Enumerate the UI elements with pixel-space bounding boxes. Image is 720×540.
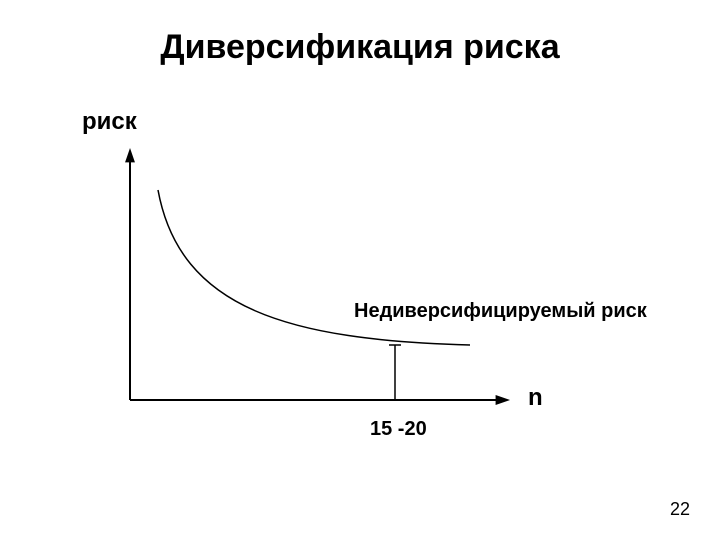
risk-chart [0, 0, 720, 540]
page-number: 22 [670, 499, 690, 520]
x-axis-arrow [496, 395, 510, 405]
x-tick-label: 15 -20 [370, 418, 427, 441]
tick-marker [389, 345, 401, 400]
axes [125, 148, 510, 405]
non-diversifiable-risk-label: Недиверсифицируемый риск [354, 300, 647, 323]
slide-container: Диверсификация риска риск Недиверсифицир… [0, 0, 720, 540]
x-axis-label: n [528, 384, 543, 412]
y-axis-arrow [125, 148, 135, 162]
